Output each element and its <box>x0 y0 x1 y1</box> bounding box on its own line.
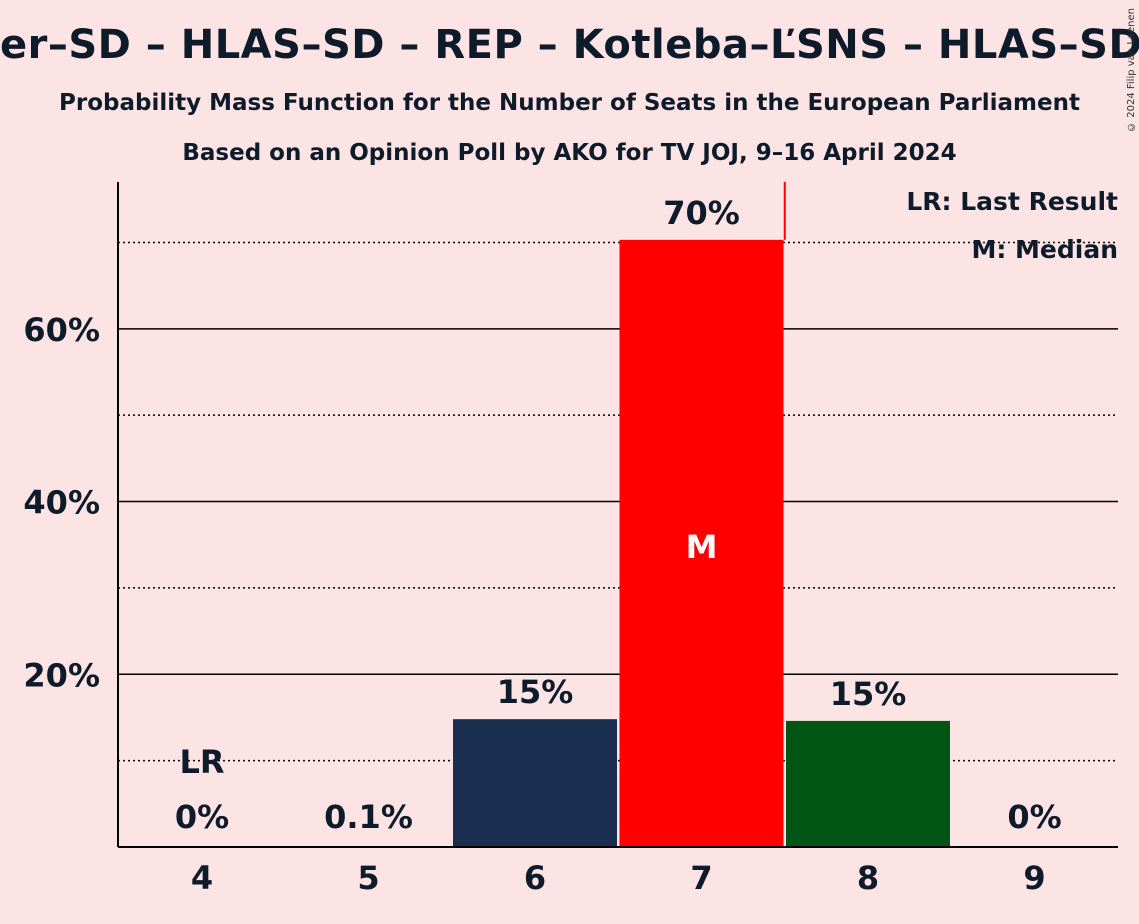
median-marker: M <box>686 528 718 566</box>
bar-7 <box>619 239 784 847</box>
data-label: 15% <box>497 673 574 711</box>
chart-source-subtitle: Based on an Opinion Poll by AKO for TV J… <box>182 140 957 166</box>
legend-last-result: LR: Last Result <box>906 187 1118 216</box>
x-tick-label: 5 <box>357 859 379 897</box>
last-result-marker: LR <box>179 743 224 781</box>
chart-subtitle: Probability Mass Function for the Number… <box>59 90 1080 116</box>
chart-title: er–SD – HLAS–SD – REP – Kotleba–ĽSNS – H… <box>0 22 1139 68</box>
data-label: 70% <box>663 194 740 232</box>
x-tick-label: 6 <box>524 859 546 897</box>
y-tick-label: 60% <box>23 311 100 349</box>
data-label: 15% <box>830 675 907 713</box>
data-label: 0% <box>175 798 229 836</box>
x-tick-label: 9 <box>1023 859 1045 897</box>
x-tick-label: 4 <box>191 859 213 897</box>
legend-median: M: Median <box>971 235 1118 264</box>
x-tick-label: 8 <box>857 859 879 897</box>
x-tick-label: 7 <box>690 859 712 897</box>
bar-8 <box>786 720 950 847</box>
data-label: 0% <box>1007 798 1061 836</box>
y-tick-label: 20% <box>23 656 100 694</box>
bar-6 <box>453 719 617 847</box>
y-tick-label: 40% <box>23 484 100 522</box>
data-label: 0.1% <box>324 798 413 836</box>
